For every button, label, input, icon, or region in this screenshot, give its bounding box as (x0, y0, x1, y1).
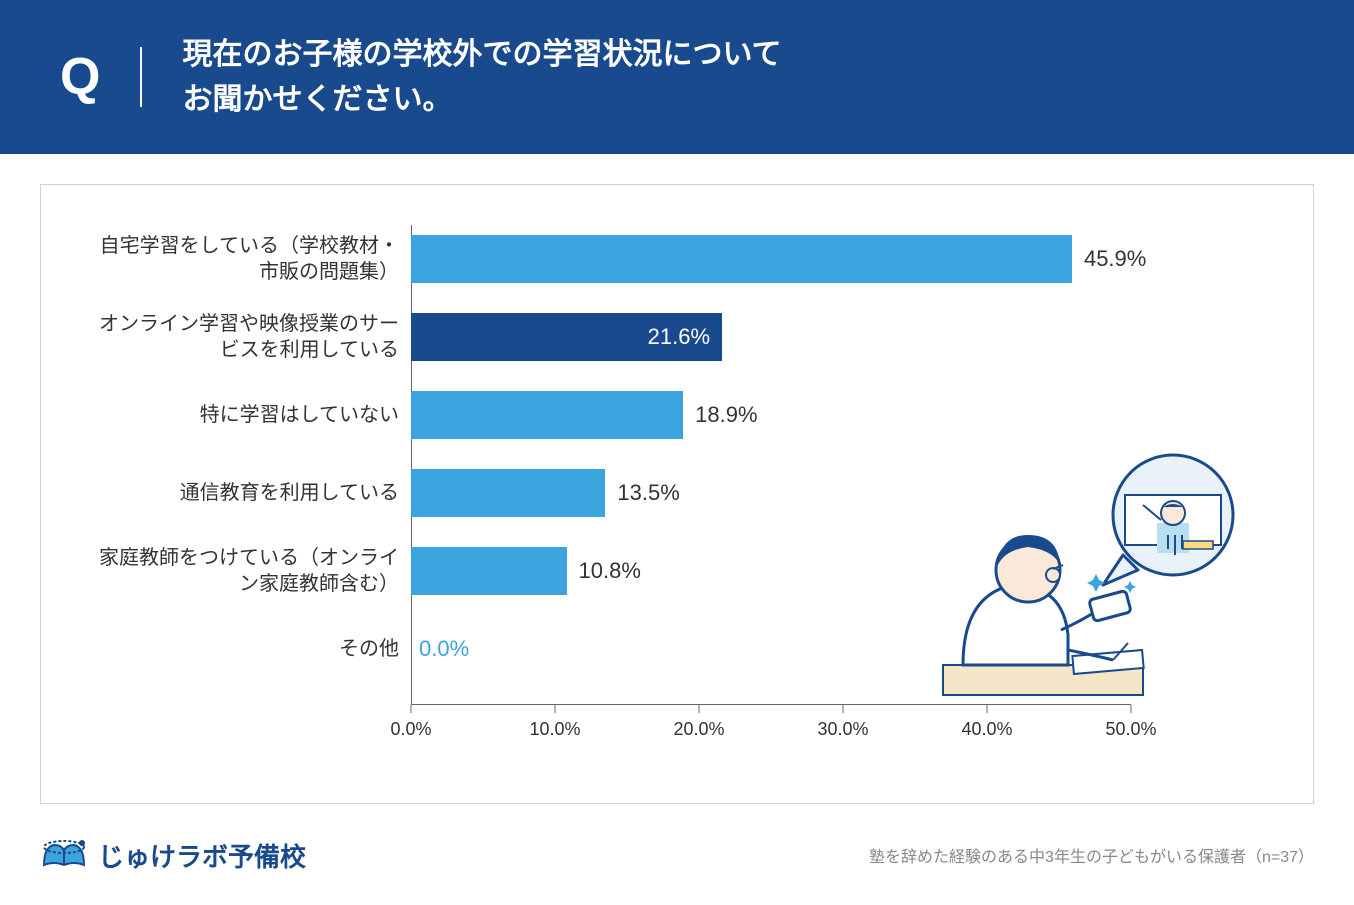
bar-row: 特に学習はしていない18.9% (411, 391, 1131, 439)
bar-row: オンライン学習や映像授業のサービスを利用している21.6% (411, 313, 1131, 361)
brand-logo: じゅけラボ予備校 (40, 835, 306, 875)
question-mark: Q (60, 47, 142, 107)
bar-value: 10.8% (567, 558, 641, 584)
x-tick-label: 50.0% (1105, 719, 1156, 740)
bar: 13.5% (411, 469, 605, 517)
x-tick-label: 10.0% (529, 719, 580, 740)
x-tick-label: 40.0% (961, 719, 1012, 740)
bar: 45.9% (411, 235, 1072, 283)
bar: 18.9% (411, 391, 683, 439)
bar-value: 13.5% (605, 480, 679, 506)
question-text: 現在のお子様の学校外での学習状況についてお聞かせください。 (182, 32, 781, 122)
book-icon (40, 835, 88, 875)
bar-label: 家庭教師をつけている（オンライン家庭教師含む） (81, 545, 411, 597)
sample-note: 塾を辞めた経験のある中3年生の子どもがいる保護者（n=37） (869, 843, 1314, 867)
bar-value: 45.9% (1072, 246, 1146, 272)
bar-value: 18.9% (683, 402, 757, 428)
footer: じゅけラボ予備校 塾を辞めた経験のある中3年生の子どもがいる保護者（n=37） (40, 835, 1314, 875)
bar-label: 通信教育を利用している (81, 480, 411, 506)
x-tick-label: 20.0% (673, 719, 724, 740)
logo-text: じゅけラボ予備校 (98, 837, 306, 874)
bar-label: 特に学習はしていない (81, 402, 411, 428)
bar-label: その他 (81, 636, 411, 662)
x-tick-label: 0.0% (390, 719, 431, 740)
bar-label: オンライン学習や映像授業のサービスを利用している (81, 311, 411, 363)
x-tick: 10.0% (529, 705, 580, 740)
bar-row: 自宅学習をしている（学校教材・市販の問題集）45.9% (411, 235, 1131, 283)
bar-value: 0.0% (419, 636, 469, 662)
chart-container: 自宅学習をしている（学校教材・市販の問題集）45.9%オンライン学習や映像授業の… (40, 184, 1314, 804)
bar-value: 21.6% (648, 324, 710, 350)
header-banner: Q 現在のお子様の学校外での学習状況についてお聞かせください。 (0, 0, 1354, 154)
bar-label: 自宅学習をしている（学校教材・市販の問題集） (81, 233, 411, 285)
x-tick-mark (411, 705, 412, 713)
x-tick: 30.0% (817, 705, 868, 740)
x-tick: 20.0% (673, 705, 724, 740)
x-tick-mark (554, 705, 555, 713)
bar: 10.8% (411, 547, 567, 595)
x-tick: 0.0% (390, 705, 431, 740)
bar: 21.6% (411, 313, 722, 361)
x-tick-label: 30.0% (817, 719, 868, 740)
x-tick-mark (842, 705, 843, 713)
student-illustration (913, 435, 1253, 715)
x-tick-mark (698, 705, 699, 713)
